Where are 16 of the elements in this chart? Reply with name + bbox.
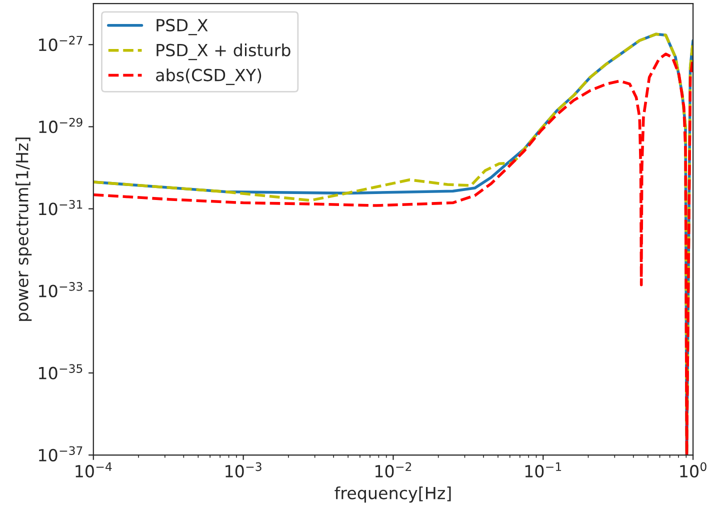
y-tick-label: 10$^{−29}$	[39, 118, 82, 134]
legend-label: abs(CSD_XY)	[156, 68, 262, 86]
legend-label: PSD_X	[156, 18, 208, 36]
y-tick-label: 10$^{−31}$	[39, 200, 82, 216]
x-tick-label: 10$^{−2}$	[375, 462, 412, 478]
y-tick-label: 10$^{−27}$	[39, 36, 82, 52]
y-tick-label: 10$^{−37}$	[39, 446, 82, 462]
y-tick-label: 10$^{−35}$	[39, 364, 82, 380]
y-tick-label: 10$^{−33}$	[39, 282, 82, 298]
x-tick-label: 10$^{−1}$	[525, 462, 562, 478]
x-tick-label: 10$^{−4}$	[76, 462, 112, 478]
legend-label: PSD_X + disturb	[156, 44, 290, 60]
x-tick-label: 10$^{−3}$	[226, 462, 262, 478]
y-axis-title: power spectrum[1/Hz]	[15, 138, 32, 321]
x-axis-title: frequency[Hz]	[334, 486, 451, 503]
x-tick-label: 10$^{0}$	[680, 462, 706, 478]
